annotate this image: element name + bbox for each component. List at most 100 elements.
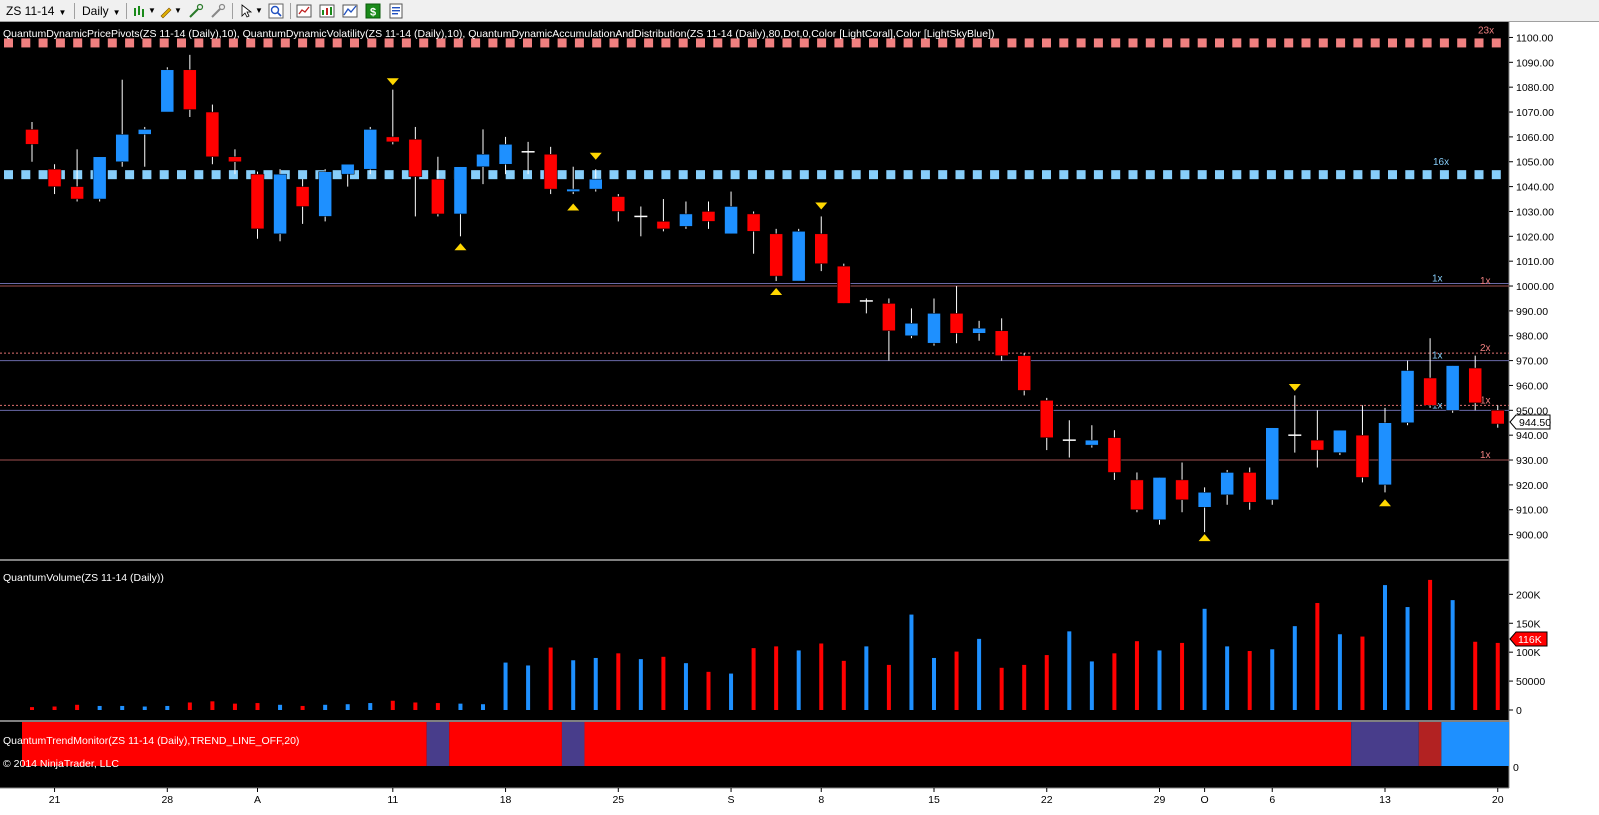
zone-dot: [107, 38, 117, 48]
zone-dot: [609, 170, 619, 180]
toolbar-divider: [126, 3, 127, 19]
volume-bar: [796, 650, 801, 710]
zone-dot: [367, 38, 377, 48]
draw-tool-button[interactable]: [158, 3, 174, 19]
candle-body: [769, 233, 783, 277]
zone-dot: [955, 170, 965, 180]
instrument-selector[interactable]: ZS 11-14 ▼: [6, 2, 66, 20]
candle-body: [1175, 479, 1189, 501]
candle-body: [1220, 472, 1234, 496]
zone-dot: [505, 38, 515, 48]
volume-bar: [1315, 603, 1320, 710]
candle-body: [679, 213, 693, 227]
volume-bar: [571, 660, 576, 710]
trend-segment: [1418, 722, 1442, 766]
current-price-label: 944.50: [1519, 417, 1551, 429]
volume-bars: [30, 579, 1500, 710]
indicators-button[interactable]: [319, 3, 335, 19]
date-tick-label: A: [254, 794, 261, 806]
chevron-down-icon[interactable]: ▼: [255, 6, 263, 15]
x-axis-area[interactable]: [0, 788, 1599, 810]
zone-dot: [1249, 170, 1259, 180]
properties-button[interactable]: [388, 3, 404, 19]
zone-dot: [1284, 170, 1294, 180]
candle-body: [1355, 434, 1370, 478]
volume-bar: [210, 701, 215, 710]
volume-bar: [255, 703, 260, 710]
zoom-button[interactable]: [268, 3, 284, 19]
volume-bar: [1225, 646, 1230, 710]
trend-segment: [22, 722, 427, 766]
volume-bar: [1428, 579, 1433, 710]
zone-dot: [713, 38, 723, 48]
candle-body: [1040, 400, 1054, 438]
date-tick-label: S: [728, 794, 735, 806]
zone-dot: [540, 38, 550, 48]
data-box-button[interactable]: [296, 3, 312, 19]
price-tick-label: 1030.00: [1516, 206, 1554, 218]
candle-body: [1400, 370, 1415, 423]
zone-dot: [557, 170, 567, 180]
candle-body: [656, 221, 671, 230]
zone-dot: [177, 170, 186, 180]
chevron-down-icon[interactable]: ▼: [174, 6, 182, 15]
volatility-marker: [386, 78, 399, 86]
zone-dot: [1284, 38, 1294, 48]
date-tick-label: 6: [1269, 794, 1275, 806]
zone-dot: [1457, 38, 1467, 48]
zone-dot: [1353, 38, 1363, 48]
zone-dot: [471, 170, 481, 180]
zone-dot: [782, 38, 792, 48]
candle-body: [47, 168, 62, 187]
zone-dot: [1093, 170, 1103, 180]
global-crosshair-button[interactable]: [188, 3, 204, 19]
volume-bar: [165, 705, 170, 710]
chart-canvas[interactable]: 1x 1x 2x 1x 1x 1x 1x 23x 16x 1100.00 1090.00 1080…: [0, 22, 1599, 810]
chevron-down-icon[interactable]: ▼: [148, 6, 156, 15]
chart-area[interactable]: 1x 1x 2x 1x 1x 1x 1x 23x 16x 1100.00 1090.00 1080…: [0, 22, 1599, 810]
zone-dot: [280, 38, 290, 48]
zone-dot: [436, 38, 446, 48]
candle-body: [183, 69, 197, 110]
trend-segment: [584, 722, 1352, 766]
volatility-marker: [815, 202, 828, 210]
zone-dot: [1145, 170, 1155, 180]
trend-segment: [426, 722, 450, 766]
candle-body: [1423, 377, 1437, 406]
zone-dot: [1439, 170, 1449, 180]
volume-bar: [864, 646, 869, 710]
zone-dot: [1474, 170, 1484, 180]
zone-dot: [315, 38, 325, 48]
zone-dot: [1405, 38, 1415, 48]
bar-style-button[interactable]: [132, 3, 148, 19]
zone-dot: [817, 38, 827, 48]
zone-dot: [799, 170, 809, 180]
candle-body: [1242, 472, 1257, 503]
pointer-button[interactable]: [238, 3, 254, 19]
candle-body: [746, 213, 761, 232]
volume-bar: [909, 614, 914, 710]
trend-segment: [1441, 722, 1509, 766]
volume-bar: [999, 667, 1004, 710]
crosshair-button[interactable]: [210, 3, 226, 19]
price-tick-label: 930.00: [1516, 455, 1548, 467]
volume-bar: [1247, 651, 1252, 710]
zone-dot: [730, 170, 740, 180]
trade-button[interactable]: $: [365, 3, 381, 19]
volume-bar: [548, 647, 553, 710]
strategies-button[interactable]: [342, 3, 358, 19]
interval-selector[interactable]: Daily ▼: [82, 2, 121, 20]
volume-bar: [142, 706, 147, 710]
zone-dot: [1232, 170, 1242, 180]
strategies-icon: [342, 4, 358, 18]
zone-dot: [1405, 170, 1415, 180]
price-tick-label: 1090.00: [1516, 57, 1554, 69]
accumulation-distribution-zones: 23x 16x: [4, 25, 1501, 180]
date-tick-label: O: [1201, 794, 1209, 806]
zone-dot: [159, 38, 169, 48]
zone-dot: [626, 170, 636, 180]
zone-dot: [263, 38, 273, 48]
volume-bar: [30, 707, 34, 710]
price-tick-label: 980.00: [1516, 331, 1548, 343]
zone-dot: [350, 38, 359, 48]
